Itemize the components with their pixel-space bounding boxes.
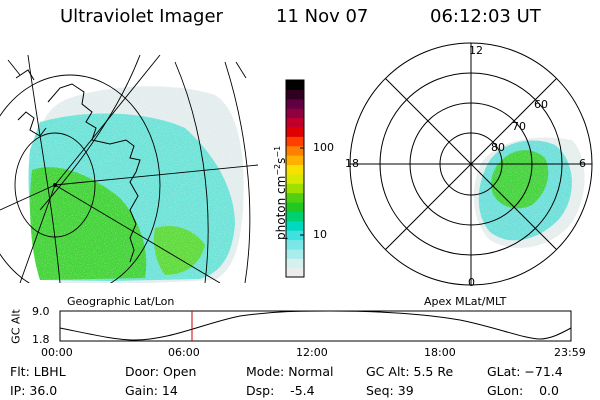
altitude-axis-label: GC Alt bbox=[9, 309, 23, 344]
time-label: 06:12:03 UT bbox=[430, 6, 541, 27]
lat-label-70: 70 bbox=[512, 120, 526, 133]
info-mode: Mode: Normal bbox=[246, 364, 334, 379]
lat-label-60: 60 bbox=[534, 98, 548, 111]
mlt-label-12: 12 bbox=[469, 44, 483, 57]
apex-caption: Apex MLat/MLT bbox=[424, 295, 507, 308]
colorbar-swatch bbox=[286, 155, 304, 166]
polar-plot bbox=[349, 42, 593, 286]
altitude-strip bbox=[59, 310, 572, 342]
colorbar-swatch bbox=[286, 248, 304, 259]
mlt-label-18: 18 bbox=[345, 157, 359, 170]
colorbar-tick-10: 10 bbox=[313, 228, 327, 241]
colorbar-swatch bbox=[286, 220, 304, 231]
coastline bbox=[47, 83, 141, 263]
colorbar-swatch bbox=[286, 108, 304, 119]
time-tick-2359: 23:59 bbox=[554, 346, 586, 359]
mlt-label-6: 6 bbox=[579, 157, 586, 170]
info-filter: Flt: LBHL bbox=[10, 364, 66, 379]
colorbar-swatch bbox=[286, 136, 304, 147]
date-label: 11 Nov 07 bbox=[276, 6, 369, 27]
geographic-image bbox=[0, 55, 258, 283]
geographic-caption: Geographic Lat/Lon bbox=[67, 295, 175, 308]
colorbar-swatch bbox=[286, 230, 304, 241]
colorbar-swatch bbox=[286, 117, 304, 128]
mlt-label-0: 0 bbox=[468, 276, 475, 289]
unit-main: photon cm bbox=[274, 175, 288, 240]
lat-label-80: 80 bbox=[491, 141, 505, 154]
altitude-tick-max: 9.0 bbox=[32, 305, 50, 318]
time-tick-0000: 00:00 bbox=[41, 346, 73, 359]
info-seq: Seq: 39 bbox=[366, 383, 414, 398]
colorbar-swatch bbox=[286, 98, 304, 109]
unit-exp-s: −1 bbox=[273, 145, 282, 158]
colorbar-swatch bbox=[286, 164, 304, 175]
info-door: Door: Open bbox=[125, 364, 197, 379]
info-ip: IP: 36.0 bbox=[10, 383, 58, 398]
colorbar-unit-label: photon cm−2s−1 bbox=[273, 146, 288, 240]
colorbar-swatch bbox=[286, 173, 304, 184]
colorbar-swatch bbox=[286, 239, 304, 250]
time-tick-0600: 06:00 bbox=[168, 346, 200, 359]
colorbar-swatch bbox=[286, 258, 304, 269]
info-dsp: Dsp: -5.4 bbox=[246, 383, 315, 398]
colorbar bbox=[286, 80, 304, 278]
info-glat: GLat: −71.4 bbox=[487, 364, 563, 379]
colorbar-tick-100: 100 bbox=[313, 141, 334, 154]
info-gain: Gain: 14 bbox=[125, 383, 178, 398]
colorbar-swatch bbox=[286, 201, 304, 212]
unit-exp-cm: −2 bbox=[273, 163, 282, 176]
colorbar-swatch bbox=[286, 145, 304, 156]
colorbar-frame bbox=[285, 79, 305, 278]
time-tick-1200: 12:00 bbox=[296, 346, 328, 359]
altitude-tick-min: 1.8 bbox=[32, 333, 50, 346]
colorbar-swatch bbox=[286, 211, 304, 222]
colorbar-swatch bbox=[286, 192, 304, 203]
info-glon: GLon: 0.0 bbox=[487, 383, 559, 398]
colorbar-swatch bbox=[286, 126, 304, 137]
info-gc-alt: GC Alt: 5.5 Re bbox=[366, 364, 454, 379]
unit-s: s bbox=[274, 157, 288, 164]
colorbar-swatch bbox=[286, 89, 304, 100]
time-tick-1800: 18:00 bbox=[424, 346, 456, 359]
altitude-curve bbox=[59, 310, 572, 341]
colorbar-swatch bbox=[286, 267, 304, 278]
colorbar-swatch bbox=[286, 183, 304, 194]
colorbar-swatch bbox=[286, 80, 304, 90]
instrument-title: Ultraviolet Imager bbox=[60, 6, 223, 27]
